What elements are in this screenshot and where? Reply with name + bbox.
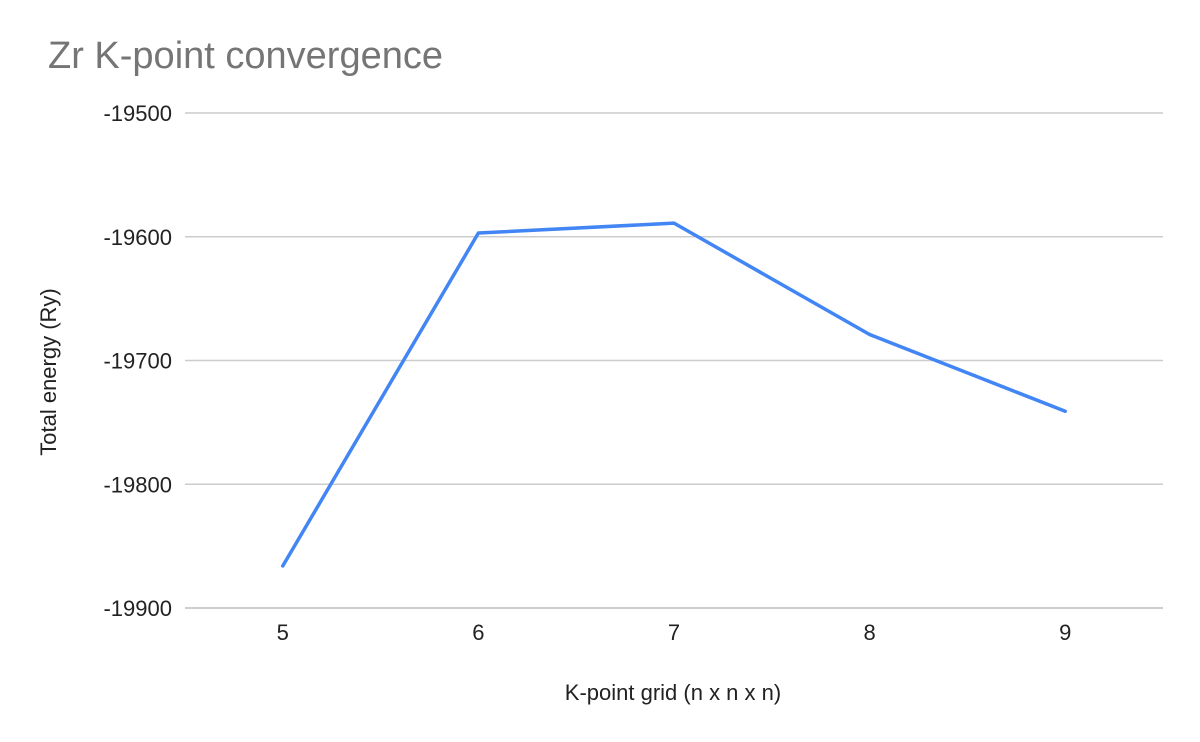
- y-tick-label: -19900: [103, 596, 172, 621]
- y-tick-label: -19800: [103, 472, 172, 497]
- data-point: [868, 333, 872, 337]
- data-point: [1063, 409, 1067, 413]
- y-tick-label: -19500: [103, 101, 172, 126]
- chart-title: Zr K-point convergence: [48, 35, 443, 77]
- x-tick-label: 7: [668, 620, 680, 645]
- gridlines: [185, 112, 1163, 609]
- y-axis-label: Total energy (Ry): [36, 288, 61, 456]
- series-line: [281, 221, 1067, 568]
- x-tick-label: 5: [277, 620, 289, 645]
- x-tick-label: 9: [1059, 620, 1071, 645]
- data-point: [672, 221, 676, 225]
- y-tick-label: -19600: [103, 225, 172, 250]
- x-axis-ticks: 5 6 7 8 9: [277, 620, 1072, 645]
- x-axis-label: K-point grid (n x n x n): [565, 680, 781, 705]
- y-axis-ticks: -19500 -19600 -19700 -19800 -19900: [103, 101, 172, 621]
- data-point: [281, 564, 285, 568]
- x-tick-label: 6: [472, 620, 484, 645]
- y-tick-label: -19700: [103, 349, 172, 374]
- series-layer: [281, 221, 1067, 568]
- data-point: [476, 231, 480, 235]
- x-tick-label: 8: [863, 620, 875, 645]
